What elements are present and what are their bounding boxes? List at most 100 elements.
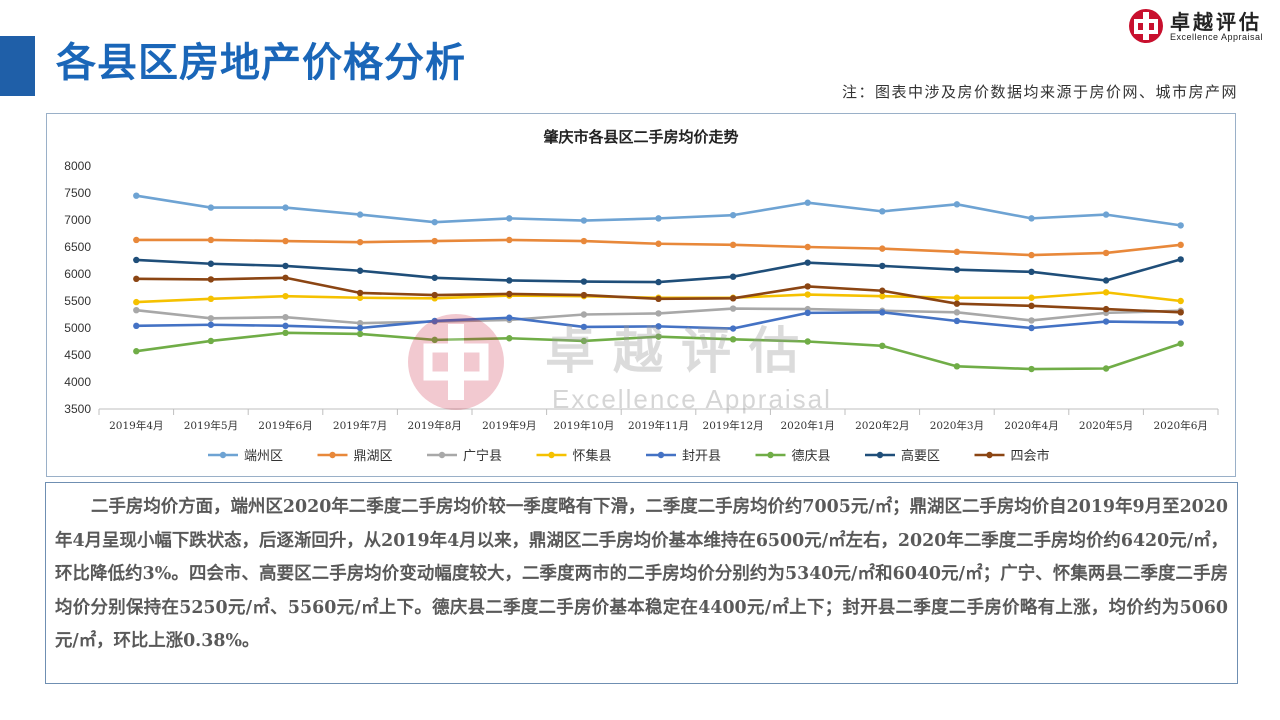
data-point [133,298,140,306]
data-point [804,291,811,298]
analysis-textbox: 二手房均价方面，端州区2020年二季度二手房均价较一季度略有下滑，二季度二手房均… [45,482,1238,684]
legend-label: 鼎湖区 [354,449,393,464]
data-point [580,291,588,299]
legend-swatch-marker [876,451,884,459]
data-point [431,274,438,281]
data-point [133,192,140,199]
logo-mark-icon [1129,9,1163,43]
data-point [1028,294,1035,301]
logo-subtitle: Excellence Appraisal [1170,32,1264,42]
data-point [729,211,737,219]
company-logo: 卓越评估 Excellence Appraisal [1128,6,1273,44]
y-tick-label: 7000 [64,213,91,227]
data-point [953,201,961,208]
legend-swatch-marker [329,451,336,459]
data-point [953,266,961,273]
price-trend-chart: 肇庆市各县区二手房均价走势 3500 4000 4500 5000 5500 6000 65… [46,113,1236,477]
data-point [953,248,961,256]
data-point [804,309,811,317]
y-tick-label: 7500 [64,186,91,200]
legend-swatch-marker [438,451,446,459]
y-tick-label: 5500 [64,294,91,308]
data-point [207,260,215,267]
data-point [356,211,364,218]
legend-swatch-marker [548,451,555,459]
data-point [506,236,513,244]
y-tick-label: 6000 [64,267,91,281]
data-point [282,292,289,300]
logo-name: 卓越评估 [1170,10,1262,34]
data-point [953,309,961,316]
legend-swatch-marker [657,451,665,459]
data-point [356,319,364,327]
data-point [804,243,811,251]
data-point [655,310,662,317]
data-point [953,363,961,370]
data-point [1028,268,1035,276]
data-point [1028,365,1035,373]
data-point [207,204,215,211]
x-tick-label: 2020年2月 [855,419,909,432]
data-point [1102,211,1110,218]
data-point [879,342,886,350]
data-point [207,236,215,244]
data-point [804,338,811,345]
data-point [282,314,289,321]
data-point [431,336,438,344]
x-tick-label: 2020年5月 [1079,419,1133,432]
data-point [133,275,140,283]
legend-label: 广宁县 [463,448,502,464]
data-point [282,274,289,281]
data-point [580,278,588,285]
data-point [207,276,215,283]
x-tick-label: 2020年6月 [1153,419,1207,432]
data-point [431,291,438,299]
data-point [506,215,513,222]
data-point [953,300,961,307]
legend-swatch-marker [219,451,227,459]
data-point [356,294,364,301]
data-point [1102,365,1110,372]
data-point [729,295,737,302]
data-point [879,262,886,270]
x-tick-label: 2019年10月 [553,419,614,432]
data-point [1177,256,1184,263]
line-chart-svg: 肇庆市各县区二手房均价走势 3500 4000 4500 5000 5500 6000 65… [64,128,1219,464]
data-point [655,323,662,330]
data-point [356,267,364,274]
data-point [207,321,215,328]
x-tick-label: 2019年11月 [628,419,689,432]
data-point [953,294,961,301]
data-point [879,309,886,316]
data-point [580,311,588,318]
data-point [133,256,140,264]
data-point [356,324,364,332]
data-point [729,241,737,249]
data-point [655,240,662,247]
data-point [655,278,662,286]
data-point [282,237,289,245]
data-point [580,217,588,224]
data-point [431,218,438,226]
x-tick-label: 2019年5月 [184,419,238,432]
data-point [1028,324,1035,332]
x-tick-label: 2020年1月 [780,419,834,432]
y-tick-label: 3500 [64,402,91,416]
legend-swatch-marker [986,451,993,459]
data-point [133,306,140,314]
data-point [1177,297,1184,305]
data-point [1102,277,1110,284]
data-point [356,330,364,338]
data-point [282,329,289,337]
data-point [804,283,811,290]
legend-label: 高要区 [901,448,940,464]
data-point [356,289,364,297]
x-tick-label: 2019年12月 [703,419,764,432]
data-point [356,238,364,246]
data-point [207,295,215,303]
data-point [1102,289,1110,296]
data-point [1177,309,1184,316]
data-point [282,262,289,270]
data-point [133,236,140,244]
data-point [879,292,886,300]
